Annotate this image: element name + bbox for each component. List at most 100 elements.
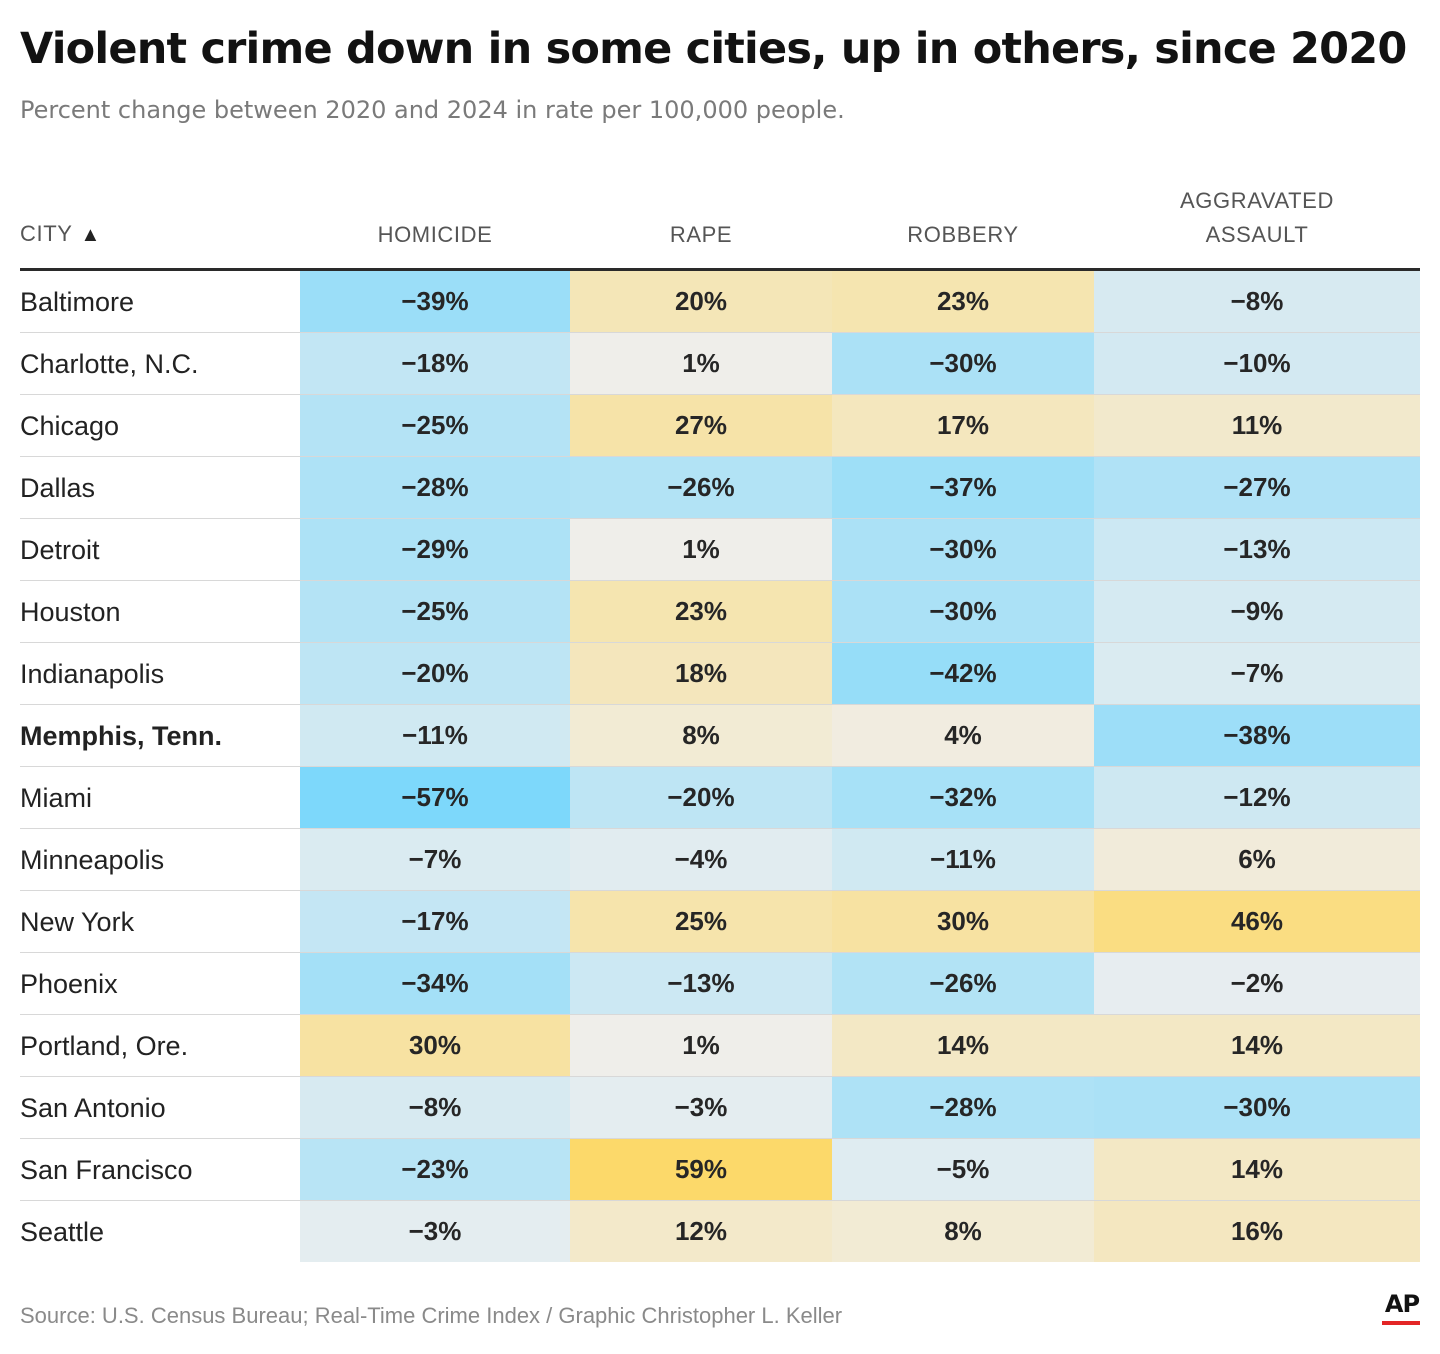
- cell-robbery-dallas: −37%: [832, 457, 1094, 518]
- row-divider: [20, 952, 1420, 953]
- cell-homicide-indianapolis: −20%: [300, 643, 570, 704]
- cell-robbery-memphis-tenn: 4%: [832, 705, 1094, 766]
- table-row: Phoenix −34% −13% −26% −2%: [20, 953, 1420, 1015]
- city-name-minneapolis: Minneapolis: [20, 845, 165, 875]
- cell-robbery-houston: −30%: [832, 581, 1094, 642]
- row-divider: [20, 766, 1420, 767]
- table-row: Chicago −25% 27% 17% 11%: [20, 395, 1420, 457]
- cell-robbery-seattle: 8%: [832, 1201, 1094, 1262]
- table-row: San Antonio −8% −3% −28% −30%: [20, 1077, 1420, 1139]
- cell-aggravated-assault-portland-ore: 14%: [1094, 1015, 1420, 1076]
- column-header-aggravated-assault[interactable]: AGGRAVATED ASSAULT: [1180, 188, 1334, 247]
- cell-rape-san-francisco: 59%: [570, 1139, 832, 1200]
- ap-logo: AP: [1382, 1290, 1422, 1328]
- cell-homicide-houston: −25%: [300, 581, 570, 642]
- cell-robbery-detroit: −30%: [832, 519, 1094, 580]
- city-name-chicago: Chicago: [20, 411, 120, 441]
- cell-rape-phoenix: −13%: [570, 953, 832, 1014]
- cell-rape-miami: −20%: [570, 767, 832, 828]
- sort-ascending-icon: ▲: [80, 224, 101, 246]
- city-name-san-antonio: San Antonio: [20, 1093, 166, 1123]
- cell-aggravated-assault-seattle: 16%: [1094, 1201, 1420, 1262]
- table-row: Dallas −28% −26% −37% −27%: [20, 457, 1420, 519]
- chart-title: Violent crime down in some cities, up in…: [20, 24, 1407, 74]
- city-name-indianapolis: Indianapolis: [20, 659, 165, 689]
- table-row: Portland, Ore. 30% 1% 14% 14%: [20, 1015, 1420, 1077]
- column-header-robbery[interactable]: ROBBERY: [907, 222, 1019, 247]
- cell-homicide-portland-ore: 30%: [300, 1015, 570, 1076]
- cell-homicide-san-francisco: −23%: [300, 1139, 570, 1200]
- cell-robbery-new-york: 30%: [832, 891, 1094, 952]
- cell-aggravated-assault-charlotte-n-c: −10%: [1094, 333, 1420, 394]
- city-name-phoenix: Phoenix: [20, 969, 118, 999]
- city-name-san-francisco: San Francisco: [20, 1155, 193, 1185]
- column-header-homicide[interactable]: HOMICIDE: [377, 222, 493, 247]
- cell-homicide-charlotte-n-c: −18%: [300, 333, 570, 394]
- table-row: Miami −57% −20% −32% −12%: [20, 767, 1420, 829]
- row-divider: [20, 890, 1420, 891]
- row-divider: [20, 1014, 1420, 1015]
- table-row: Charlotte, N.C. −18% 1% −30% −10%: [20, 333, 1420, 395]
- table-header: CITY ▲ HOMICIDE RAPE ROBBERY AGGRAVATED A…: [20, 180, 1420, 271]
- cell-aggravated-assault-detroit: −13%: [1094, 519, 1420, 580]
- cell-aggravated-assault-miami: −12%: [1094, 767, 1420, 828]
- cell-robbery-phoenix: −26%: [832, 953, 1094, 1014]
- table-row: Memphis, Tenn. −11% 8% 4% −38%: [20, 705, 1420, 767]
- table-row: Indianapolis −20% 18% −42% −7%: [20, 643, 1420, 705]
- cell-robbery-indianapolis: −42%: [832, 643, 1094, 704]
- row-divider: [20, 642, 1420, 643]
- city-name-miami: Miami: [20, 783, 92, 813]
- cell-homicide-detroit: −29%: [300, 519, 570, 580]
- row-divider: [20, 704, 1420, 705]
- city-name-seattle: Seattle: [20, 1217, 105, 1247]
- cell-rape-dallas: −26%: [570, 457, 832, 518]
- cell-robbery-san-antonio: −28%: [832, 1077, 1094, 1138]
- cell-robbery-chicago: 17%: [832, 395, 1094, 456]
- table-row: Baltimore −39% 20% 23% −8%: [20, 271, 1420, 333]
- column-header-city-label: CITY: [20, 221, 73, 246]
- cell-homicide-memphis-tenn: −11%: [300, 705, 570, 766]
- row-divider: [20, 394, 1420, 395]
- cell-aggravated-assault-minneapolis: 6%: [1094, 829, 1420, 890]
- cell-robbery-minneapolis: −11%: [832, 829, 1094, 890]
- cell-homicide-baltimore: −39%: [300, 271, 570, 332]
- cell-robbery-san-francisco: −5%: [832, 1139, 1094, 1200]
- row-divider: [20, 1076, 1420, 1077]
- cell-rape-seattle: 12%: [570, 1201, 832, 1262]
- cell-aggravated-assault-dallas: −27%: [1094, 457, 1420, 518]
- cell-rape-detroit: 1%: [570, 519, 832, 580]
- cell-homicide-san-antonio: −8%: [300, 1077, 570, 1138]
- cell-rape-indianapolis: 18%: [570, 643, 832, 704]
- row-divider: [20, 456, 1420, 457]
- column-header-rape[interactable]: RAPE: [669, 222, 733, 247]
- row-divider: [20, 828, 1420, 829]
- ap-logo-text: AP: [1384, 1290, 1420, 1318]
- row-divider: [20, 1138, 1420, 1139]
- cell-aggravated-assault-memphis-tenn: −38%: [1094, 705, 1420, 766]
- row-divider: [20, 1200, 1420, 1201]
- cell-aggravated-assault-chicago: 11%: [1094, 395, 1420, 456]
- cell-homicide-minneapolis: −7%: [300, 829, 570, 890]
- cell-aggravated-assault-san-antonio: −30%: [1094, 1077, 1420, 1138]
- column-header-city[interactable]: CITY ▲: [20, 217, 101, 252]
- city-name-new-york: New York: [20, 907, 135, 937]
- table-row: Houston −25% 23% −30% −9%: [20, 581, 1420, 643]
- city-name-charlotte-n-c: Charlotte, N.C.: [20, 349, 199, 379]
- cell-robbery-portland-ore: 14%: [832, 1015, 1094, 1076]
- row-divider: [20, 580, 1420, 581]
- cell-homicide-phoenix: −34%: [300, 953, 570, 1014]
- city-name-dallas: Dallas: [20, 473, 96, 503]
- cell-homicide-seattle: −3%: [300, 1201, 570, 1262]
- row-divider: [20, 518, 1420, 519]
- chart-subtitle: Percent change between 2020 and 2024 in …: [20, 96, 845, 124]
- table-row: Detroit −29% 1% −30% −13%: [20, 519, 1420, 581]
- cell-rape-portland-ore: 1%: [570, 1015, 832, 1076]
- cell-rape-houston: 23%: [570, 581, 832, 642]
- table-row: Minneapolis −7% −4% −11% 6%: [20, 829, 1420, 891]
- city-name-memphis-tenn: Memphis, Tenn.: [20, 721, 223, 751]
- cell-aggravated-assault-new-york: 46%: [1094, 891, 1420, 952]
- cell-robbery-miami: −32%: [832, 767, 1094, 828]
- source-credit: Source: U.S. Census Bureau; Real-Time Cr…: [20, 1303, 843, 1328]
- cell-rape-baltimore: 20%: [570, 271, 832, 332]
- cell-rape-charlotte-n-c: 1%: [570, 333, 832, 394]
